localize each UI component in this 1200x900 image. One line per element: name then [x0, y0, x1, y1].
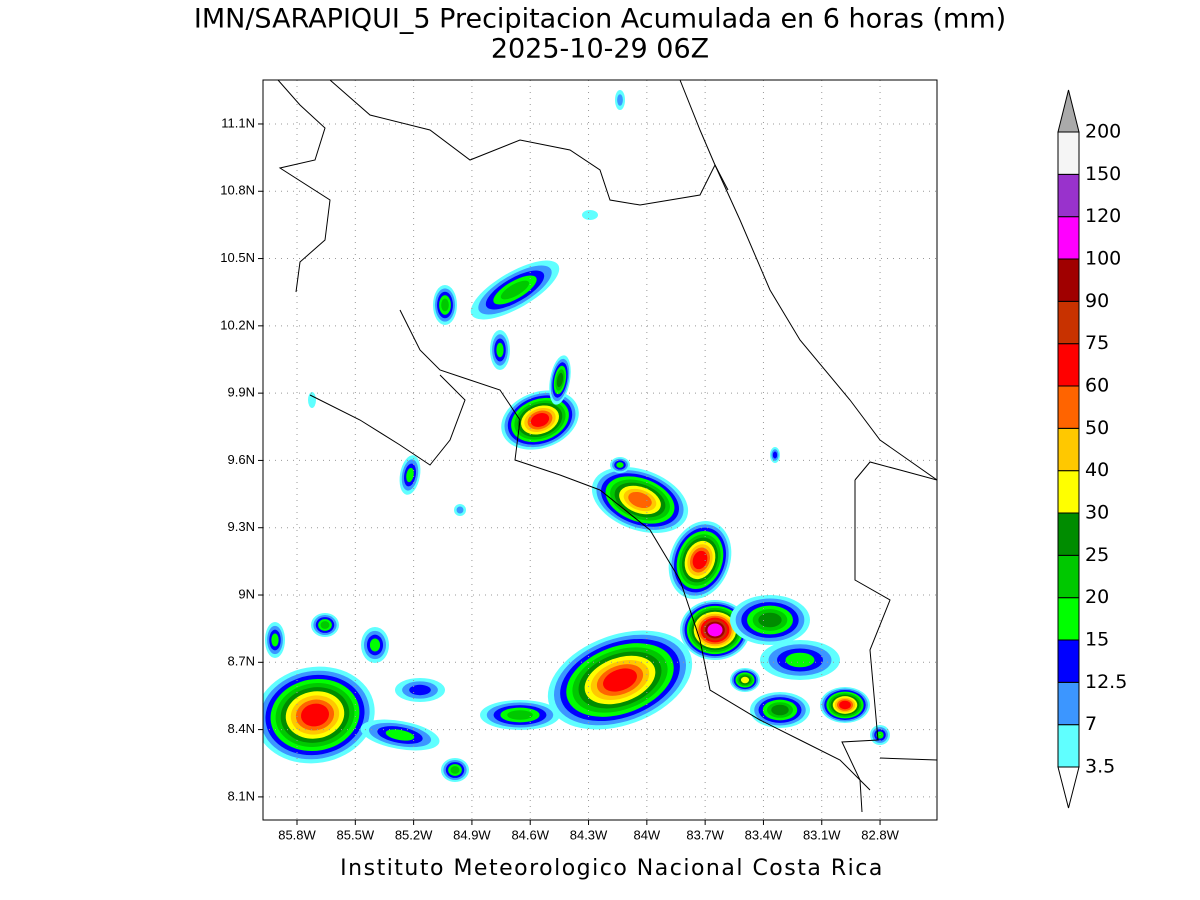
precip-area [369, 638, 381, 652]
border [329, 80, 729, 206]
coastline [309, 374, 466, 466]
map-frame [262, 79, 938, 821]
colorbar-bin [1057, 724, 1080, 768]
lat-tick-label: 10.5N [220, 250, 255, 265]
precip-area [320, 621, 330, 629]
colorbar-label: 75 [1085, 332, 1109, 354]
colorbar-bin [1057, 131, 1080, 175]
precip-area [507, 710, 533, 720]
colorbar-bin [1057, 470, 1080, 514]
colorbar-label: 90 [1085, 290, 1109, 312]
colorbar-label: 25 [1085, 544, 1109, 566]
lon-tick-label: 85.2W [395, 827, 433, 842]
colorbar-label: 15 [1085, 629, 1109, 651]
colorbar-label: 200 [1085, 121, 1121, 143]
colorbar-bin [1057, 216, 1080, 260]
precip-area [271, 633, 279, 647]
lon-tick-label: 85.5W [337, 827, 375, 842]
lon-tick-label: 85.8W [278, 827, 316, 842]
precip-area [441, 298, 449, 312]
precip-area [385, 729, 415, 741]
precip-area [616, 462, 624, 468]
precip-area [771, 704, 789, 716]
precip-area [456, 506, 464, 514]
lat-tick-label: 9.9N [228, 385, 255, 400]
precip-area [772, 451, 778, 459]
colorbar-label: 12.5 [1085, 671, 1127, 693]
colorbar-label: 60 [1085, 375, 1109, 397]
lon-tick-label: 83.7W [686, 827, 724, 842]
colorbar-label: 100 [1085, 248, 1121, 270]
coastline [399, 309, 871, 791]
colorbar-under [1057, 766, 1080, 809]
precip-area [450, 766, 460, 774]
colorbar-bin [1057, 554, 1080, 599]
colorbar: 3.5 7 12.5 15 20 25 30 40 50 60 75 90 100 120 150 200 [1057, 89, 1127, 809]
precip-area [300, 703, 330, 727]
precip-area [758, 612, 782, 628]
colorbar-bin [1057, 639, 1080, 683]
lon-tick-label: 83.1W [803, 827, 841, 842]
precip-area [839, 700, 851, 710]
precip-area [740, 676, 750, 684]
lat-tick-label: 8.7N [228, 654, 255, 669]
colorbar-label: 40 [1085, 459, 1109, 481]
footer: Instituto Meteorologico Nacional Costa R… [340, 856, 884, 881]
colorbar-bin [1057, 258, 1080, 302]
colorbar-bin [1057, 681, 1080, 726]
lon-tick-label: 83.4W [745, 827, 783, 842]
colorbar-bin [1057, 597, 1080, 641]
colorbar-over [1057, 89, 1080, 133]
colorbar-bin [1057, 173, 1080, 218]
lon-tick-label: 84W [633, 827, 660, 842]
lat-tick-label: 10.2N [220, 317, 255, 332]
lat-tick-label: 11.1N [221, 115, 255, 130]
precip-area [308, 392, 316, 408]
lat-tick-label: 8.4N [228, 721, 255, 736]
colorbar-bin [1057, 300, 1080, 345]
colorbar-bin [1057, 512, 1080, 556]
colorbar-bin [1057, 427, 1080, 472]
colorbar-label: 150 [1085, 163, 1121, 185]
colorbar-bin [1057, 385, 1080, 429]
colorbar-label: 20 [1085, 586, 1109, 608]
colorbar-label: 3.5 [1085, 756, 1115, 778]
colorbar-label: 120 [1085, 205, 1121, 227]
colorbar-label: 30 [1085, 502, 1109, 524]
subtitle: 2025-10-29 06Z [491, 34, 709, 65]
precip-area [617, 94, 623, 106]
grid [258, 80, 937, 825]
coastline [277, 80, 331, 293]
precip-area [496, 342, 504, 358]
precip-area [582, 210, 598, 220]
lon-tick-label: 82.8W [861, 827, 899, 842]
precip-area [692, 550, 708, 570]
colorbar-label: 7 [1085, 713, 1097, 735]
precip-area [707, 623, 723, 637]
lat-tick-label: 10.8N [220, 183, 255, 198]
lat-tick-label: 9N [238, 586, 255, 601]
border [841, 461, 937, 813]
coastline [679, 80, 937, 481]
precip-area [603, 668, 637, 692]
precip-area [530, 413, 550, 427]
colorbar-bin [1057, 343, 1080, 387]
lon-tick-label: 84.9W [453, 827, 491, 842]
precipitation [263, 90, 890, 782]
lat-tick-label: 8.1N [228, 788, 255, 803]
precip-area [556, 372, 564, 388]
colorbar-label: 50 [1085, 417, 1109, 439]
precip-area [409, 684, 431, 696]
lon-tick-label: 84.3W [570, 827, 608, 842]
precip-area [785, 652, 815, 668]
precip-area [628, 491, 652, 509]
lat-tick-label: 9.6N [228, 452, 255, 467]
lat-tick-label: 9.3N [228, 519, 255, 534]
precip-area [500, 280, 530, 300]
coastlines [277, 80, 937, 813]
precip-area [406, 467, 414, 483]
title: IMN/SARAPIQUI_5 Precipitacion Acumulada … [194, 4, 1006, 35]
lon-tick-label: 84.6W [511, 827, 549, 842]
